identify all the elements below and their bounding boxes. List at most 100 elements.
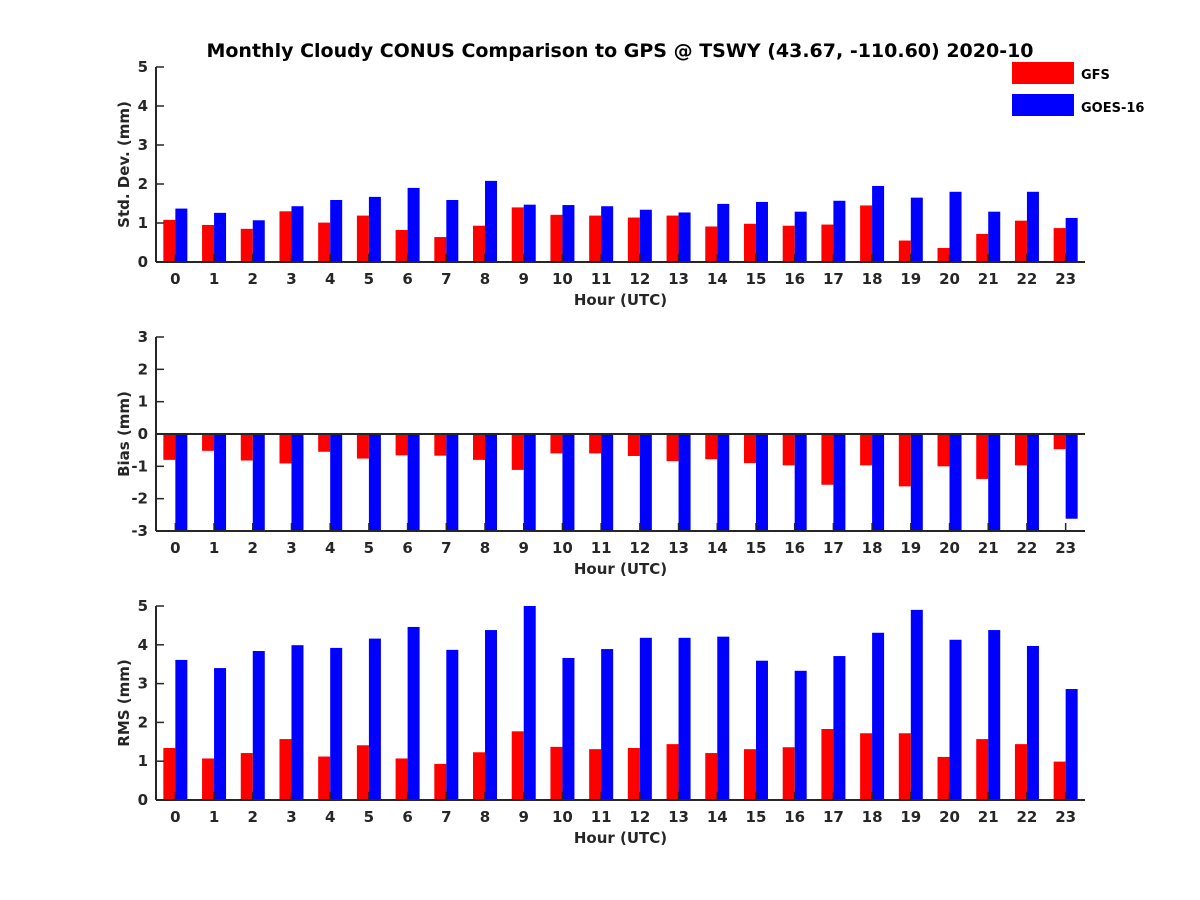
- x-axis-label-rms: Hour (UTC): [574, 829, 667, 847]
- bar-bias-goes16-hour-17: [833, 434, 846, 531]
- bar-stddev-gfs-hour-19: [898, 240, 911, 262]
- x-axis-label-stddev: Hour (UTC): [574, 291, 667, 309]
- bar-stddev-goes16-hour-21: [988, 211, 1001, 262]
- y-tick-label-rms: 3: [138, 675, 148, 693]
- y-tick-label-stddev: 0: [138, 253, 148, 271]
- x-tick-label-rms-hour-12: 12: [629, 808, 650, 826]
- bar-bias-goes16-hour-14: [717, 434, 730, 531]
- x-tick-label-rms-hour-14: 14: [707, 808, 728, 826]
- bar-bias-gfs-hour-5: [356, 434, 369, 459]
- bar-rms-gfs-hour-4: [318, 756, 331, 800]
- bar-stddev-goes16-hour-15: [755, 201, 768, 262]
- y-tick-label-rms: 0: [138, 791, 148, 809]
- x-tick-label-bias-hour-2: 2: [248, 539, 258, 557]
- bar-bias-gfs-hour-15: [743, 434, 756, 464]
- legend: GFS GOES-16: [1012, 62, 1144, 116]
- x-tick-label-rms-hour-15: 15: [746, 808, 767, 826]
- bar-rms-goes16-hour-14: [717, 636, 730, 800]
- bar-bias-gfs-hour-0: [163, 434, 176, 460]
- y-tick-label-bias: 3: [138, 328, 148, 346]
- bar-stddev-gfs-hour-0: [163, 219, 176, 262]
- x-axis-label-bias: Hour (UTC): [574, 560, 667, 578]
- x-tick-label-rms-hour-10: 10: [552, 808, 573, 826]
- bar-stddev-goes16-hour-18: [872, 185, 885, 262]
- bar-bias-gfs-hour-2: [240, 434, 253, 461]
- x-tick-label-bias-hour-1: 1: [209, 539, 219, 557]
- bar-rms-gfs-hour-16: [782, 747, 795, 800]
- x-tick-label-rms-hour-2: 2: [248, 808, 258, 826]
- bar-stddev-goes16-hour-7: [446, 199, 459, 262]
- x-tick-label-bias-hour-4: 4: [325, 539, 335, 557]
- bar-bias-gfs-hour-17: [821, 434, 834, 485]
- chart-title: Monthly Cloudy CONUS Comparison to GPS @…: [206, 40, 1033, 62]
- x-tick-label-bias-hour-10: 10: [552, 539, 573, 557]
- bar-bias-goes16-hour-3: [291, 434, 304, 531]
- bar-bias-gfs-hour-6: [395, 434, 408, 456]
- bar-rms-goes16-hour-2: [252, 651, 265, 800]
- bar-bias-goes16-hour-12: [639, 434, 652, 531]
- bar-bias-goes16-hour-19: [910, 434, 923, 531]
- bar-bias-gfs-hour-7: [434, 434, 447, 456]
- x-tick-label-rms-hour-20: 20: [939, 808, 960, 826]
- x-tick-label-stddev-hour-19: 19: [900, 270, 921, 288]
- x-tick-label-stddev-hour-5: 5: [364, 270, 374, 288]
- bar-stddev-gfs-hour-2: [240, 228, 253, 262]
- bar-bias-goes16-hour-4: [330, 434, 343, 531]
- x-tick-label-stddev-hour-8: 8: [480, 270, 490, 288]
- x-tick-label-stddev-hour-18: 18: [862, 270, 883, 288]
- bar-stddev-goes16-hour-8: [485, 180, 498, 262]
- bar-rms-goes16-hour-4: [330, 647, 343, 800]
- bar-bias-goes16-hour-6: [407, 434, 420, 531]
- bar-rms-gfs-hour-0: [163, 748, 176, 800]
- y-axis-label-stddev: Std. Dev. (mm): [115, 101, 133, 228]
- bar-stddev-goes16-hour-17: [833, 200, 846, 262]
- x-tick-label-stddev-hour-15: 15: [746, 270, 767, 288]
- bar-bias-goes16-hour-7: [446, 434, 459, 531]
- bar-stddev-gfs-hour-8: [473, 225, 486, 262]
- legend-swatch-goes16: [1012, 94, 1074, 116]
- bar-rms-goes16-hour-6: [407, 626, 420, 800]
- x-tick-label-bias-hour-19: 19: [900, 539, 921, 557]
- bar-rms-gfs-hour-12: [627, 748, 640, 800]
- bar-rms-goes16-hour-17: [833, 656, 846, 800]
- y-tick-label-stddev: 5: [138, 58, 148, 76]
- x-tick-label-rms-hour-0: 0: [170, 808, 180, 826]
- x-tick-label-rms-hour-13: 13: [668, 808, 689, 826]
- legend-label-gfs: GFS: [1081, 68, 1110, 83]
- y-axis-label-bias: Bias (mm): [115, 391, 133, 477]
- bar-stddev-gfs-hour-10: [550, 214, 563, 262]
- bar-rms-gfs-hour-10: [550, 746, 563, 800]
- bar-rms-gfs-hour-7: [434, 763, 447, 800]
- bar-stddev-goes16-hour-14: [717, 203, 730, 262]
- bar-bias-goes16-hour-13: [678, 434, 691, 531]
- bar-rms-gfs-hour-11: [589, 749, 602, 800]
- bar-stddev-gfs-hour-13: [666, 215, 679, 262]
- bar-stddev-gfs-hour-23: [1053, 228, 1066, 262]
- bar-rms-gfs-hour-19: [898, 733, 911, 800]
- bar-bias-goes16-hour-20: [949, 434, 962, 531]
- x-tick-label-stddev-hour-13: 13: [668, 270, 689, 288]
- bar-bias-goes16-hour-22: [1026, 434, 1039, 531]
- bar-rms-goes16-hour-19: [910, 609, 923, 800]
- y-tick-label-stddev: 4: [138, 97, 148, 115]
- x-tick-label-stddev-hour-20: 20: [939, 270, 960, 288]
- bar-rms-gfs-hour-3: [279, 739, 292, 800]
- bar-stddev-gfs-hour-22: [1014, 220, 1027, 262]
- bar-bias-goes16-hour-2: [252, 434, 265, 531]
- x-tick-label-stddev-hour-1: 1: [209, 270, 219, 288]
- x-tick-label-bias-hour-21: 21: [978, 539, 999, 557]
- bar-rms-goes16-hour-1: [214, 668, 227, 800]
- bar-rms-gfs-hour-17: [821, 729, 834, 800]
- bar-rms-gfs-hour-6: [395, 758, 408, 800]
- x-tick-label-rms-hour-4: 4: [325, 808, 335, 826]
- x-tick-label-stddev-hour-4: 4: [325, 270, 335, 288]
- x-tick-label-bias-hour-22: 22: [1017, 539, 1038, 557]
- y-tick-label-rms: 5: [138, 597, 148, 615]
- x-tick-label-bias-hour-3: 3: [286, 539, 296, 557]
- bar-rms-goes16-hour-22: [1026, 645, 1039, 800]
- bar-stddev-gfs-hour-12: [627, 217, 640, 262]
- bar-bias-gfs-hour-13: [666, 434, 679, 462]
- y-tick-label-stddev: 2: [138, 175, 148, 193]
